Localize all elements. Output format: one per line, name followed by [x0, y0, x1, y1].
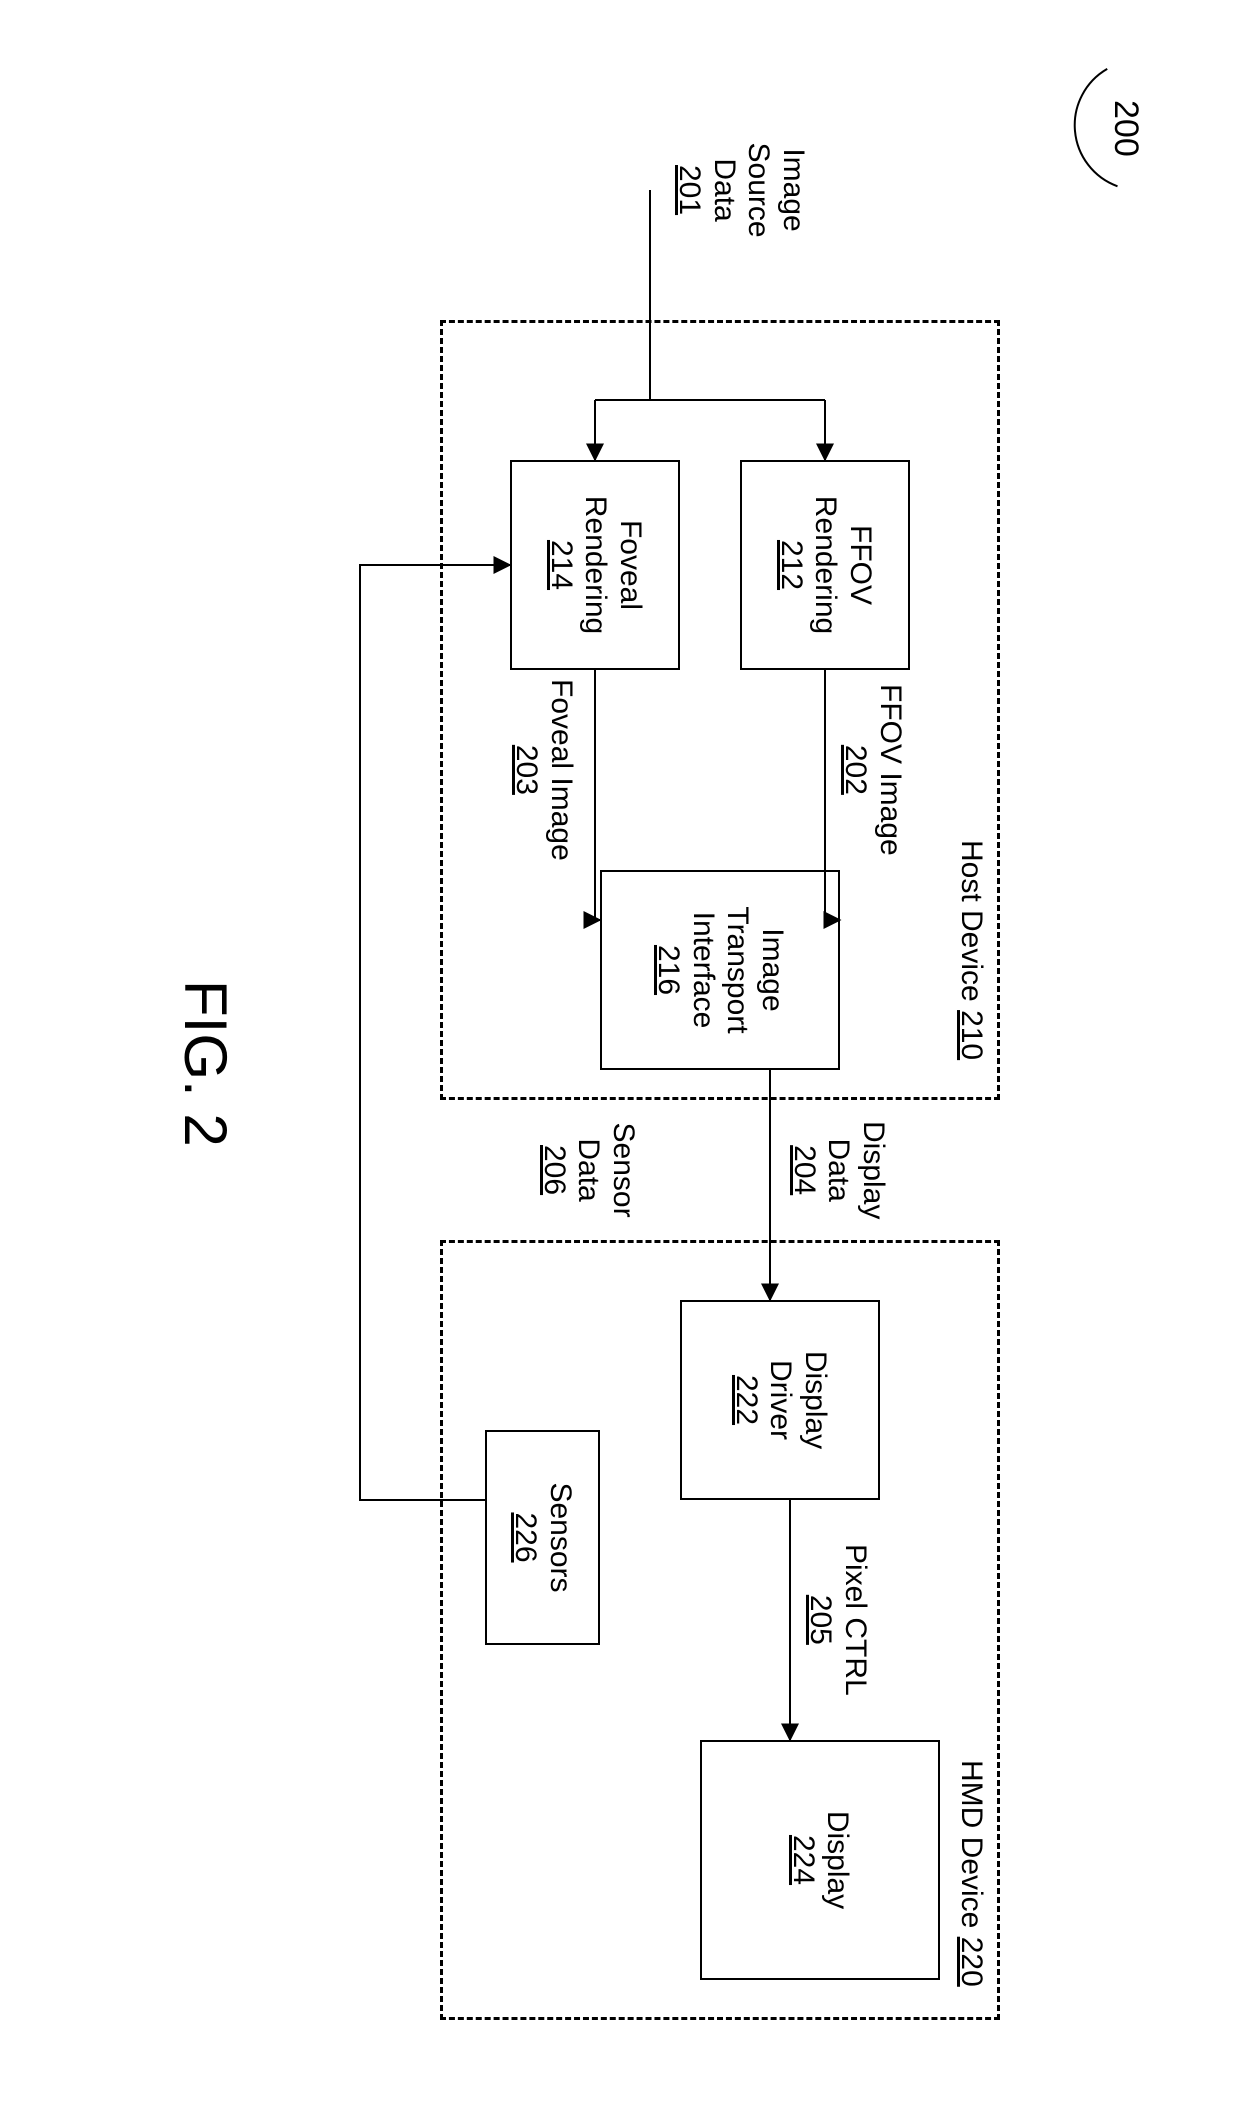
- host-title: Host Device 210: [954, 840, 989, 1060]
- node-image-transport-interface: ImageTransportInterface216: [600, 870, 840, 1070]
- label-foveal-image: Foveal Image203: [509, 679, 578, 861]
- node-foveal-rendering: FovealRendering214: [510, 460, 680, 670]
- hmd-title: HMD Device 220: [954, 1760, 989, 1987]
- label-display-data: DisplayData204: [787, 1121, 891, 1219]
- label-ffov-image: FFOV Image202: [838, 684, 907, 856]
- figure-ref-number: 200: [1106, 100, 1145, 157]
- label-pixel-ctrl: Pixel CTRL205: [803, 1544, 872, 1696]
- figure-caption: FIG. 2: [171, 980, 240, 1147]
- stage: Host Device 210 HMD Device 220 FFOVRende…: [0, 0, 1240, 2108]
- node-display-driver: DisplayDriver222: [680, 1300, 880, 1500]
- node-ffov-rendering: FFOVRendering212: [740, 460, 910, 670]
- node-display: Display224: [700, 1740, 940, 1980]
- node-sensors: Sensors226: [485, 1430, 600, 1645]
- label-sensor-data: SensorData206: [537, 1123, 641, 1218]
- label-image-source-data: ImageSourceData201: [672, 143, 810, 238]
- diagram-rotated: Host Device 210 HMD Device 220 FFOVRende…: [0, 0, 1240, 2108]
